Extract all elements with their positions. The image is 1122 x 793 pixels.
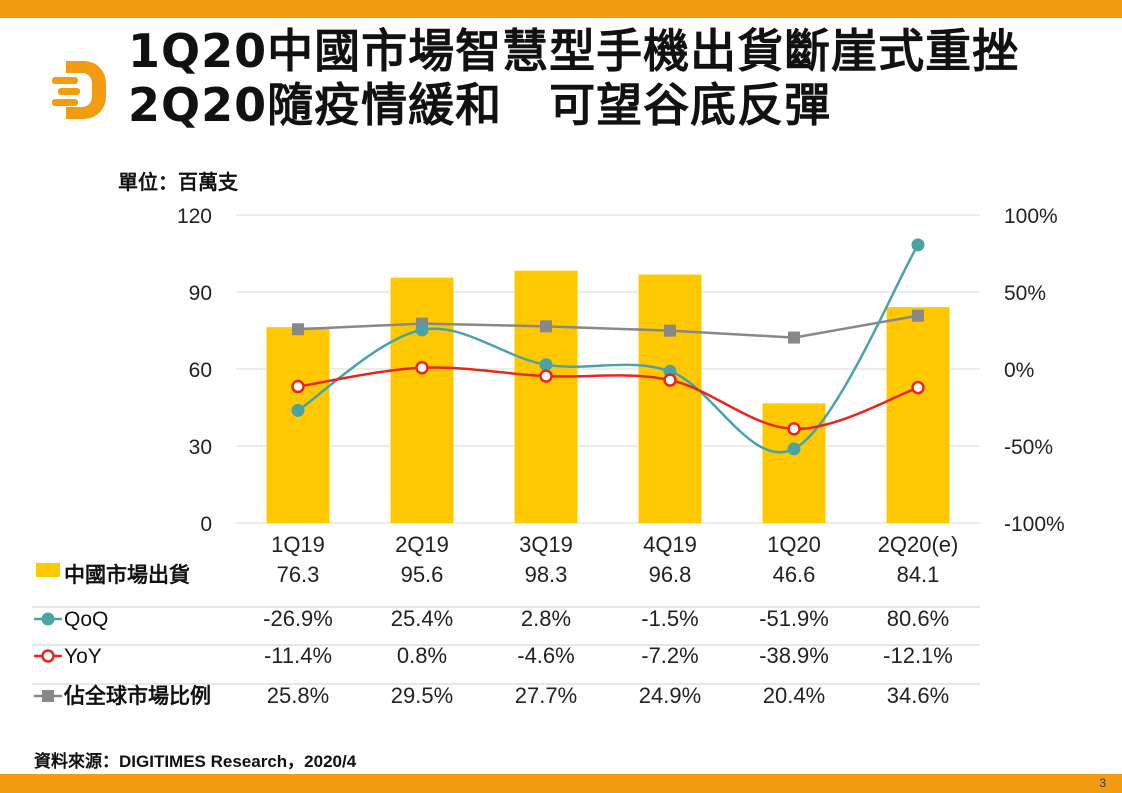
yoy-point [291, 379, 305, 394]
yoy-point [911, 380, 925, 395]
source-note: 資料來源：DIGITIMES Research，2020/4 [34, 752, 357, 771]
table-cell-value: 29.5% [391, 683, 453, 708]
y2-axis-tick-label: -100% [1004, 513, 1065, 536]
yoy-point [787, 422, 801, 436]
legend-key-china-shipments [36, 563, 60, 577]
global-share-point [912, 309, 924, 322]
global-share-point [292, 323, 304, 336]
table-cell-value: -7.2% [641, 643, 698, 668]
y2-axis-tick-label: -50% [1004, 436, 1053, 459]
y-axis-tick-label: 30 [189, 436, 212, 459]
table-row-label: 佔全球市場比例 [63, 684, 211, 708]
x-axis-tick-label: 4Q19 [643, 532, 697, 557]
table-cell-value: -51.9% [759, 606, 829, 631]
top-accent-bar [0, 0, 1122, 18]
y-axis-tick-label: 120 [177, 205, 212, 228]
table-cell-value: -38.9% [759, 643, 829, 668]
yoy-point [415, 361, 429, 375]
yoy-point [663, 373, 677, 387]
qoq-point [291, 403, 305, 417]
qoq-point [787, 442, 801, 456]
page-number: 3 [1099, 776, 1106, 790]
legend-key-qoq-marker [41, 612, 55, 626]
table-cell-value: 76.3 [277, 562, 320, 587]
y2-axis-tick-label: 100% [1004, 205, 1058, 228]
bar-china-shipments [886, 307, 950, 523]
table-cell-value: 24.9% [639, 683, 701, 708]
global-share-point [664, 324, 676, 337]
table-cell-value: -11.4% [264, 643, 332, 668]
table-cell-value: -12.1% [883, 643, 953, 668]
combo-chart: 0 30 60 90 120 -100% -50% 0% 50% 100% 1Q19 2Q19 3Q19… [32, 205, 1065, 708]
qoq-point [415, 323, 429, 337]
table-cell-value: 95.6 [401, 562, 444, 587]
table-cell-value: 2.8% [521, 606, 571, 631]
bar-china-shipments [266, 327, 330, 523]
page-title: 1Q20中國市場智慧型手機出貨斷崖式重挫 2Q20隨疫情緩和 可望谷底反彈 [128, 24, 1019, 132]
y-axis-tick-label: 0 [200, 513, 212, 536]
legend-key-yoy-marker [41, 649, 55, 663]
qoq-point [539, 358, 553, 372]
table-cell-value: 0.8% [397, 643, 447, 668]
table-row-label: QoQ [64, 608, 108, 631]
table-cell-value: 27.7% [515, 683, 577, 708]
x-axis-tick-label: 1Q19 [271, 532, 325, 557]
table-cell-value: 96.8 [649, 562, 692, 587]
yoy-line [297, 366, 919, 431]
bar-china-shipments [762, 403, 826, 523]
bar-china-shipments [390, 277, 454, 523]
bar-china-shipments [514, 270, 578, 523]
bar-china-shipments [638, 274, 702, 523]
qoq-point [911, 238, 925, 252]
table-cell-value: 84.1 [897, 562, 940, 587]
table-cell-value: -1.5% [641, 606, 698, 631]
global-share-line [297, 314, 919, 339]
table-cell-value: 80.6% [887, 606, 949, 631]
qoq-line [297, 244, 920, 454]
x-axis-tick-label: 1Q20 [767, 532, 821, 557]
y-axis-tick-label: 60 [189, 359, 212, 382]
title-line-1: 1Q20中國市場智慧型手機出貨斷崖式重挫 [128, 24, 1020, 78]
x-axis-tick-label: 2Q19 [395, 532, 449, 557]
y-axis-tick-label: 90 [189, 282, 212, 305]
global-share-point [788, 331, 800, 344]
yoy-point [539, 369, 553, 383]
table-cell-value: -26.9% [263, 606, 333, 631]
global-share-point [540, 320, 552, 333]
digitimes-logo-icon [52, 61, 106, 119]
table-row-label: YoY [64, 645, 102, 668]
table-cell-value: 25.4% [391, 606, 453, 631]
unit-label: 單位：百萬支 [118, 170, 238, 194]
table-row-label: 中國市場出貨 [64, 563, 190, 587]
table-cell-value: -4.6% [517, 643, 574, 668]
title-line-2: 2Q20隨疫情緩和 可望谷底反彈 [128, 78, 832, 132]
x-axis-tick-label: 2Q20(e) [878, 532, 959, 557]
table-cell-value: 46.6 [773, 562, 816, 587]
y2-axis-tick-label: 0% [1004, 359, 1034, 382]
table-cell-value: 34.6% [887, 683, 949, 708]
x-axis-tick-label: 3Q19 [519, 532, 573, 557]
bottom-accent-bar [0, 774, 1122, 793]
table-cell-value: 98.3 [525, 562, 568, 587]
table-cell-value: 20.4% [763, 683, 825, 708]
legend-key-global-share-marker [42, 690, 54, 702]
y2-axis-tick-label: 50% [1004, 282, 1046, 305]
table-cell-value: 25.8% [267, 683, 329, 708]
